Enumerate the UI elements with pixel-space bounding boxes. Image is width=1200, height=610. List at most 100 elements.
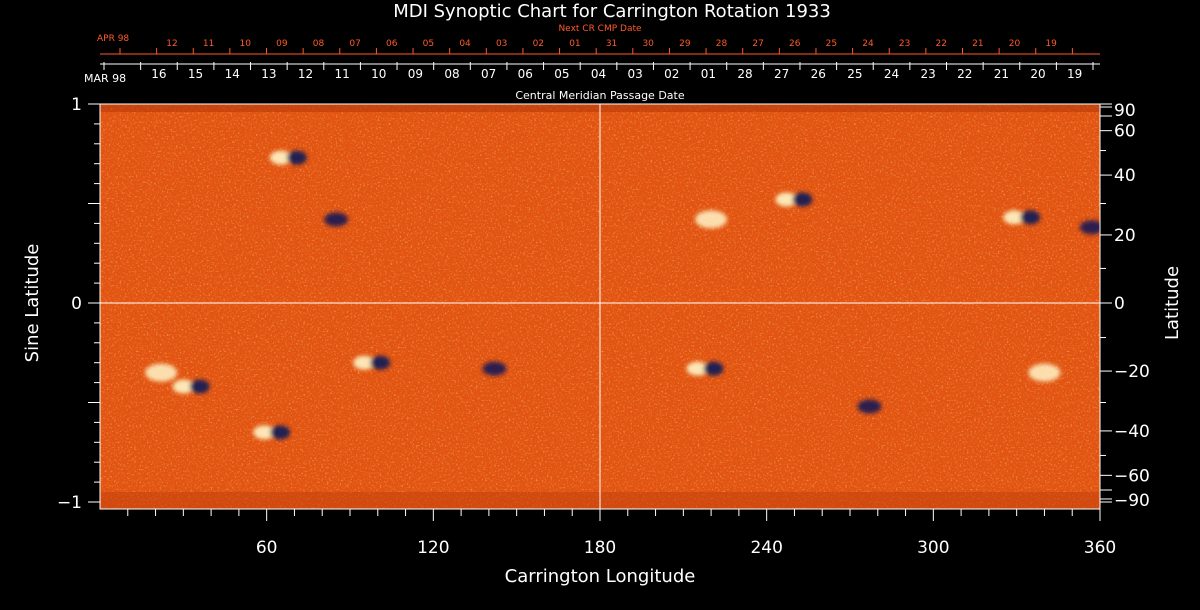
next-cr-date-label: 27 [752,39,763,49]
cmp-date-label: 03 [627,67,642,81]
cmp-date-label: 26 [811,67,826,81]
positive-region [775,192,798,207]
next-cr-date-label: 03 [496,39,507,49]
cmp-date-label: 01 [701,67,716,81]
next-cr-date-label: 30 [642,39,654,49]
positive-region [269,150,292,165]
cmp-date-label: 10 [371,67,386,81]
negative-region [324,212,349,227]
next-cr-date-label: 24 [862,39,874,49]
y-axis-left-label: Sine Latitude [22,244,43,363]
y-right-tick-label: 90 [1114,101,1136,121]
magnetogram-map [100,104,1100,509]
x-tick-label: 180 [584,538,616,558]
x-axis: 60 120 180 240 300 360 [127,509,1116,558]
cmp-date-label: 07 [481,67,496,81]
y-right-tick-label: 40 [1114,166,1136,186]
y-right-tick-label: 20 [1114,226,1136,246]
y-left-tick-label: −1 [57,493,82,513]
cmp-date-label: 02 [664,67,679,81]
negative-region [703,361,724,376]
negative-region [370,355,391,370]
cmp-date-label: 20 [1030,67,1045,81]
x-tick-label: 240 [750,538,782,558]
next-cr-date-label: 01 [569,39,580,49]
negative-region [1020,210,1041,225]
positive-region [686,361,709,376]
cmp-date-label: 05 [554,67,569,81]
negative-region [189,379,210,394]
cmp-date-label: 11 [334,67,349,81]
y-axis-right-label: Latitude [1162,266,1183,340]
cmp-date-label: 04 [591,67,606,81]
cmp-date-label: 15 [188,67,203,81]
next-cr-date-label: 20 [1009,39,1021,49]
cmp-date-label: 09 [408,67,423,81]
negative-region [286,150,307,165]
negative-region [857,399,882,414]
y-right-tick-label: 60 [1114,122,1136,142]
x-tick-label: 120 [417,538,449,558]
next-cr-date-label: 08 [313,39,325,49]
positive-region [353,355,376,370]
next-cr-date-label: 22 [936,39,947,49]
cmp-date-label: 06 [518,67,533,81]
y-axis-left: 1 0 −1 [57,95,100,513]
cmp-date-label: 08 [444,67,459,81]
cmp-date-label: 21 [994,67,1009,81]
positive-region [172,379,195,394]
cmp-date-label: 14 [225,67,240,81]
next-cr-start-label: APR 98 [97,34,129,44]
y-right-tick-label: −60 [1114,466,1150,486]
next-cr-date-label: 25 [826,39,837,49]
negative-region [792,192,813,207]
y-left-tick-label: 1 [71,95,82,115]
next-cr-date-label: 05 [423,39,434,49]
cmp-axis-title: Central Meridian Passage Date [515,89,684,102]
y-left-tick-label: 0 [71,294,82,314]
next-cr-date-label: 04 [459,39,471,49]
negative-region [270,425,291,440]
next-cr-date-label: 28 [716,39,728,49]
x-tick-label: 360 [1084,538,1116,558]
negative-region [482,361,507,376]
y-right-tick-label: −20 [1114,362,1150,382]
y-right-tick-label: 0 [1114,294,1125,314]
cmp-start-label: MAR 98 [84,72,126,85]
positive-region [145,363,178,382]
next-cr-axis-title: Next CR CMP Date [558,24,642,34]
cmp-date-label: 25 [847,67,862,81]
positive-region [1003,210,1026,225]
next-cr-date-label: 06 [386,39,398,49]
positive-region [695,210,728,229]
cmp-date-label: 24 [884,67,899,81]
next-cr-date-label: 09 [276,39,288,49]
next-cr-date-label: 31 [606,39,617,49]
chart-title: MDI Synoptic Chart for Carrington Rotati… [393,1,831,22]
negative-region [1079,220,1100,235]
y-right-tick-label: −90 [1114,491,1150,511]
cmp-date-label: 28 [737,67,752,81]
positive-region [1028,363,1061,382]
next-cr-date-label: 19 [1045,39,1057,49]
next-cr-date-label: 26 [789,39,801,49]
cmp-date-label: 13 [261,67,276,81]
x-tick-label: 60 [256,538,278,558]
x-axis-label: Carrington Longitude [505,566,696,587]
next-cr-date-label: 10 [240,39,252,49]
next-cr-date-label: 29 [679,39,691,49]
next-cr-date-label: 23 [899,39,910,49]
positive-region [253,425,276,440]
next-cr-date-label: 12 [166,39,177,49]
next-cr-axis: 12 11 10 09 08 07 06 05 04 03 02 01 31 30 29 28 27 26 25 24… [100,39,1100,55]
cmp-date-label: 12 [298,67,313,81]
cmp-date-label: 19 [1067,67,1082,81]
y-right-tick-label: −40 [1114,422,1150,442]
x-tick-label: 300 [917,538,949,558]
cmp-date-label: 22 [957,67,972,81]
cmp-date-label: 23 [921,67,936,81]
cmp-date-label: 16 [151,67,166,81]
next-cr-date-label: 11 [203,39,214,49]
